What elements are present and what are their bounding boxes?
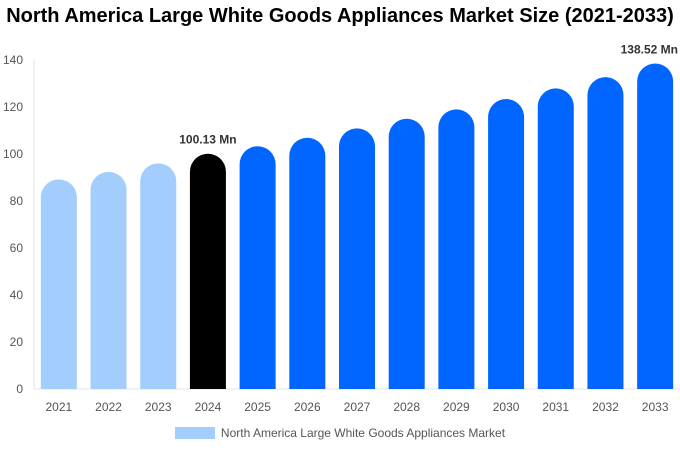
bar-2032: [587, 77, 624, 389]
x-tick-label: 2030: [493, 400, 520, 414]
x-tick-label: 2023: [145, 400, 172, 414]
x-tick-label: 2033: [642, 400, 669, 414]
x-tick-label: 2031: [542, 400, 569, 414]
y-tick-label: 20: [10, 335, 24, 349]
x-tick-label: 2022: [95, 400, 122, 414]
bar-2026: [289, 137, 326, 389]
bar-2025: [239, 146, 276, 389]
chart-title: North America Large White Goods Applianc…: [6, 5, 674, 27]
legend-label: North America Large White Goods Applianc…: [220, 426, 506, 440]
bar-2033: [637, 63, 674, 390]
x-tick-label: 2026: [294, 400, 321, 414]
legend: North America Large White Goods Applianc…: [0, 426, 680, 440]
bar-2030: [488, 99, 525, 390]
bar-2024: [189, 153, 226, 389]
x-tick-label: 2028: [393, 400, 420, 414]
x-tick-label: 2021: [45, 400, 72, 414]
y-tick-label: 80: [10, 194, 24, 208]
y-tick-label: 100: [3, 147, 23, 161]
data-label: 138.52 Mn: [621, 42, 678, 56]
x-tick-label: 2029: [443, 400, 470, 414]
x-tick-label: 2032: [592, 400, 619, 414]
bar-2022: [90, 171, 127, 389]
legend-swatch: [174, 427, 215, 439]
bar-2023: [140, 163, 177, 389]
bar-2027: [339, 128, 375, 389]
x-tick-label: 2027: [344, 400, 371, 414]
bar-2028: [388, 118, 425, 389]
y-tick-label: 60: [10, 241, 24, 255]
data-label: 100.13 Mn: [179, 133, 236, 147]
y-tick-label: 0: [16, 382, 23, 396]
x-tick-label: 2024: [195, 400, 222, 414]
x-tick-label: 2025: [244, 400, 271, 414]
y-tick-label: 120: [3, 100, 23, 114]
bar-2031: [537, 88, 574, 389]
y-tick-label: 40: [10, 288, 24, 302]
bar-2029: [438, 109, 475, 389]
y-tick-label: 140: [3, 53, 23, 67]
bar-2021: [40, 179, 77, 389]
